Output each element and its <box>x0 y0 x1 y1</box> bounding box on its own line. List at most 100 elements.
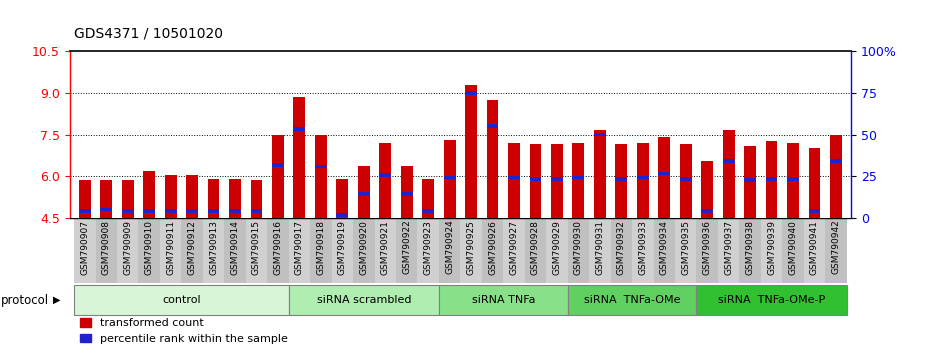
Text: control: control <box>162 295 201 305</box>
Bar <box>723 159 735 163</box>
Text: GSM790917: GSM790917 <box>295 220 304 275</box>
Bar <box>482 218 503 283</box>
Bar <box>744 178 756 182</box>
Bar <box>701 161 713 218</box>
Bar <box>486 100 498 218</box>
Text: GSM790926: GSM790926 <box>488 220 497 275</box>
Bar <box>718 218 739 283</box>
Bar <box>186 175 198 218</box>
Bar <box>332 218 353 283</box>
Bar <box>503 218 525 283</box>
Bar <box>160 218 181 283</box>
Bar <box>401 166 413 218</box>
Bar <box>808 148 820 218</box>
Bar <box>567 285 697 315</box>
Bar <box>551 144 563 218</box>
Bar <box>186 209 198 213</box>
Bar <box>375 218 396 283</box>
Bar <box>808 209 820 213</box>
Bar <box>787 177 799 181</box>
Bar <box>74 218 96 283</box>
Bar <box>396 218 418 283</box>
Bar <box>697 285 846 315</box>
Text: GSM790907: GSM790907 <box>80 220 89 275</box>
Bar <box>422 209 434 213</box>
Text: GSM790924: GSM790924 <box>445 220 454 274</box>
Bar <box>79 209 90 213</box>
Text: protocol: protocol <box>1 293 49 307</box>
Bar <box>100 180 113 218</box>
Bar <box>181 218 203 283</box>
Bar <box>117 218 139 283</box>
Text: GSM790909: GSM790909 <box>123 220 132 275</box>
Bar <box>680 177 692 181</box>
Bar <box>654 218 675 283</box>
Text: GSM790934: GSM790934 <box>659 220 669 275</box>
Text: GSM790925: GSM790925 <box>467 220 475 275</box>
Bar <box>508 143 520 218</box>
Text: GSM790908: GSM790908 <box>101 220 111 275</box>
Bar <box>358 166 369 218</box>
Text: GSM790920: GSM790920 <box>359 220 368 275</box>
Bar <box>761 218 782 283</box>
Bar <box>250 180 262 218</box>
Bar <box>143 171 155 218</box>
Text: GSM790912: GSM790912 <box>188 220 196 275</box>
Bar <box>465 91 477 95</box>
Bar <box>529 144 541 218</box>
Bar <box>288 218 310 283</box>
Bar <box>573 143 584 218</box>
Bar <box>529 177 541 181</box>
Bar <box>546 218 567 283</box>
Bar <box>401 192 413 196</box>
Bar <box>744 145 756 218</box>
Bar <box>439 218 460 283</box>
Bar <box>723 130 735 218</box>
Bar <box>830 159 842 163</box>
Bar <box>611 218 632 283</box>
Bar <box>697 218 718 283</box>
Bar <box>573 176 584 179</box>
Text: GDS4371 / 10501020: GDS4371 / 10501020 <box>74 27 223 41</box>
Bar <box>701 209 713 213</box>
Bar <box>658 137 671 218</box>
Text: GSM790929: GSM790929 <box>552 220 562 275</box>
Text: GSM790939: GSM790939 <box>767 220 776 275</box>
Text: GSM790921: GSM790921 <box>380 220 390 275</box>
Bar <box>229 209 241 213</box>
Bar <box>739 218 761 283</box>
Text: GSM790915: GSM790915 <box>252 220 261 275</box>
Text: GSM790911: GSM790911 <box>166 220 175 275</box>
Bar <box>765 142 777 218</box>
Bar <box>288 285 439 315</box>
Text: GSM790941: GSM790941 <box>810 220 819 275</box>
Bar <box>825 218 846 283</box>
Bar <box>460 218 482 283</box>
Text: GSM790942: GSM790942 <box>831 220 841 274</box>
Bar <box>250 209 262 213</box>
Bar <box>379 173 392 177</box>
Bar <box>96 218 117 283</box>
Bar <box>782 218 804 283</box>
Bar <box>830 135 842 218</box>
Text: GSM790938: GSM790938 <box>746 220 754 275</box>
Bar <box>165 175 177 218</box>
Bar <box>207 209 219 213</box>
Bar <box>122 209 134 213</box>
Bar <box>207 179 219 218</box>
Bar <box>294 97 305 218</box>
Bar <box>337 179 348 218</box>
Bar <box>765 177 777 181</box>
Bar <box>787 143 799 218</box>
Bar <box>658 172 671 175</box>
Bar <box>315 135 326 218</box>
Bar <box>139 218 160 283</box>
Text: siRNA TNFa: siRNA TNFa <box>472 295 535 305</box>
Text: GSM790918: GSM790918 <box>316 220 326 275</box>
Bar <box>229 179 241 218</box>
Text: GSM790935: GSM790935 <box>681 220 690 275</box>
Bar <box>465 85 477 218</box>
Bar <box>439 285 567 315</box>
Text: GSM790930: GSM790930 <box>574 220 583 275</box>
Bar <box>122 180 134 218</box>
